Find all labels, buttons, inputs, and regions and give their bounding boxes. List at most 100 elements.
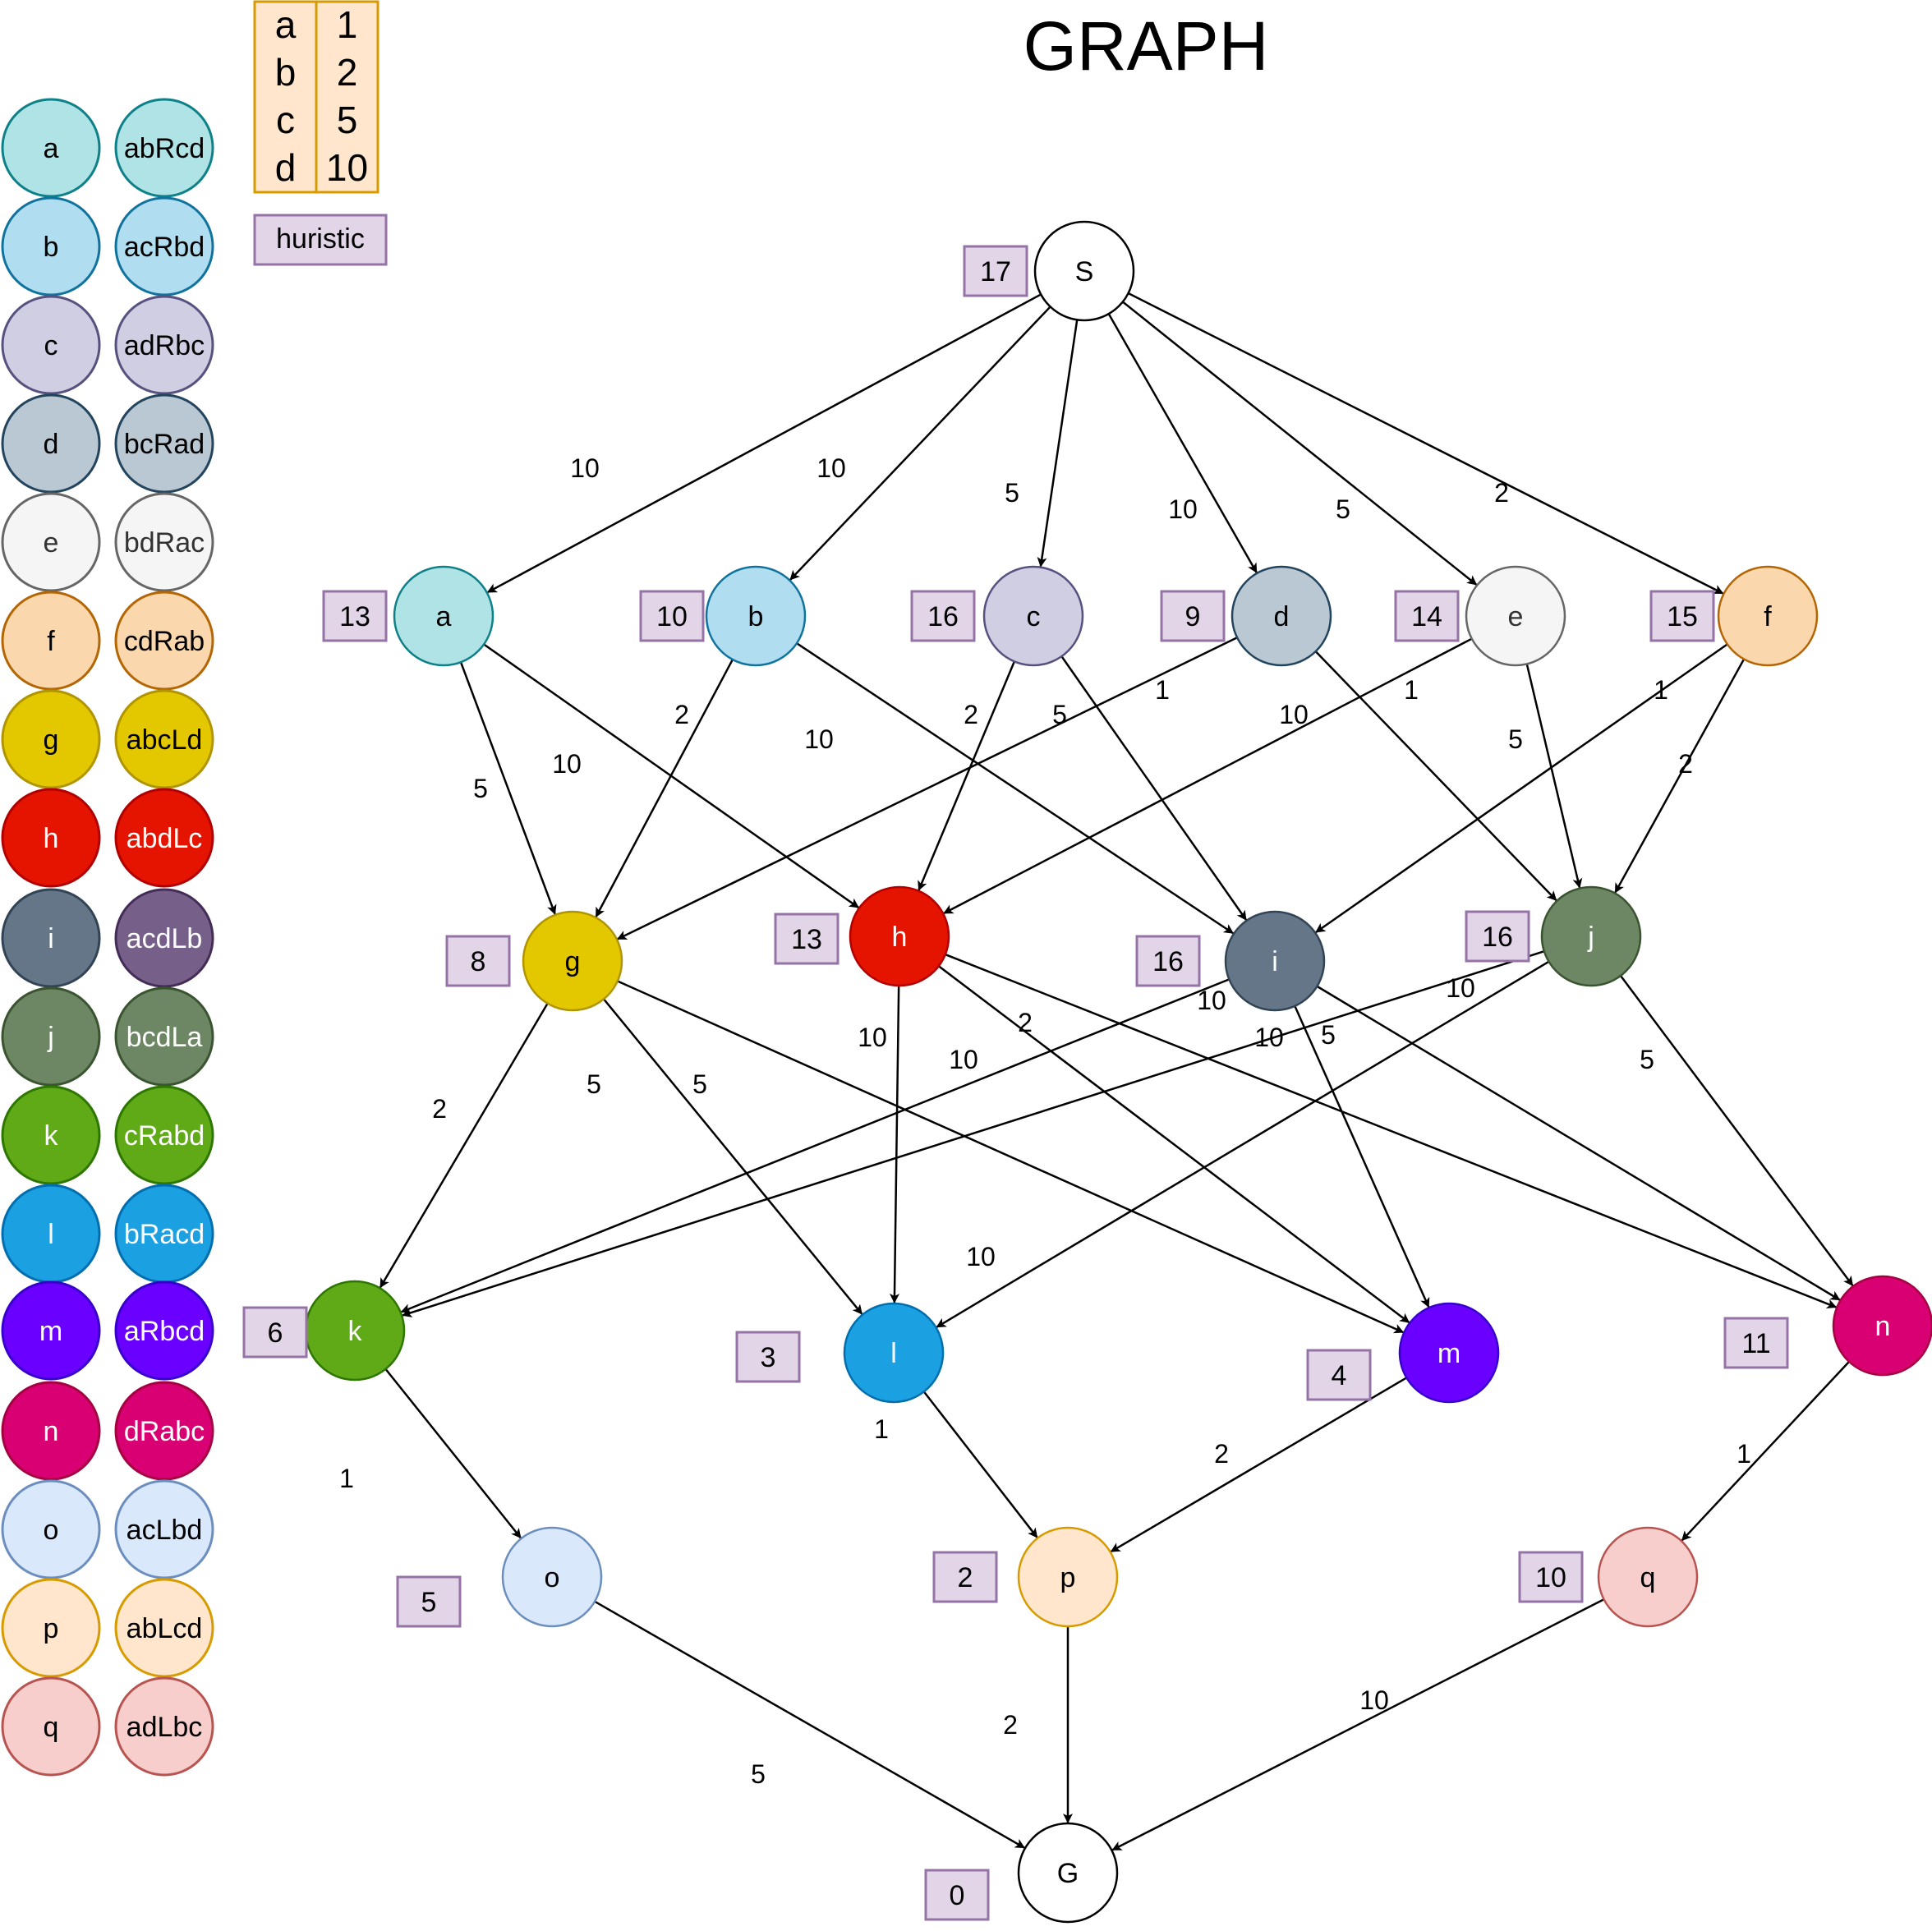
edge-weight-label: 5 [1005, 478, 1019, 508]
node-label: k [348, 1316, 363, 1347]
edge-weight-label: 10 [1359, 1685, 1389, 1715]
heuristic-box-d [1160, 590, 1226, 642]
node-label: h [892, 922, 908, 953]
node-label: m [1438, 1338, 1460, 1369]
legend-state-b [114, 196, 214, 297]
legend-state-label: dRabc [124, 1416, 205, 1447]
legend-node-b [1, 196, 101, 297]
edge-l-p [922, 1391, 1038, 1538]
legend-node-g [1, 689, 101, 789]
heuristic-value: 10 [656, 601, 688, 632]
legend-node-e [1, 492, 101, 592]
edge-k-o [384, 1368, 522, 1539]
legend-state-label: bcRad [124, 429, 205, 460]
edge-d-g [616, 637, 1238, 940]
node-state-legend: a abRcd b acRbd c adRbc d bcRad e bdRac f cdRab g abc… [1, 98, 214, 1777]
legend-node-h [1, 788, 101, 888]
node-q [1597, 1526, 1699, 1628]
edge-weight-label: 10 [858, 1023, 887, 1052]
node-b [705, 565, 807, 667]
legend-node-label: a [44, 133, 59, 164]
node-a [393, 565, 494, 667]
legend-state-q [114, 1676, 214, 1777]
node-label: b [748, 601, 764, 632]
cost-table-item: a [275, 3, 297, 46]
legend-state-c [114, 295, 214, 395]
heuristic-value: 3 [761, 1342, 776, 1373]
edge-weight-label: 10 [1168, 494, 1198, 524]
edge-weight-label: 2 [674, 700, 689, 729]
legend-node-label: b [44, 232, 59, 263]
edge-j-n [1619, 975, 1854, 1286]
heuristic-box-G [924, 1869, 990, 1921]
edge-i-n [1316, 985, 1841, 1301]
legend-node-i [1, 888, 101, 988]
heuristic-value: 16 [1152, 946, 1184, 977]
legend-state-f [114, 591, 214, 691]
legend-node-o [1, 1479, 101, 1579]
cost-table-value: 1 [337, 3, 358, 46]
legend-node-c [1, 295, 101, 395]
heuristic-box-o [396, 1575, 462, 1628]
heuristic-value: 13 [791, 924, 822, 955]
heuristic-value: 16 [927, 601, 959, 632]
cost-table-value: 5 [337, 99, 358, 141]
legend-node-label: p [44, 1613, 59, 1644]
heuristic-legend-label: huristic [276, 223, 365, 255]
legend-state-label: abLcd [126, 1613, 203, 1644]
legend-node-j [1, 986, 101, 1087]
legend-state-e [114, 492, 214, 592]
legend-node-n [1, 1381, 101, 1481]
heuristic-box-S [963, 245, 1028, 297]
edge-weight-label: 1 [1404, 675, 1419, 705]
heuristic-box-q [1518, 1551, 1584, 1603]
heuristic-box-g [445, 935, 511, 987]
node-p [1017, 1526, 1119, 1628]
legend-node-label: q [44, 1712, 59, 1743]
node-label: e [1508, 601, 1524, 632]
node-i [1224, 910, 1326, 1012]
legend-state-label: acLbd [126, 1515, 203, 1546]
edge-weight-label: 10 [804, 724, 834, 754]
edge-f-i [1315, 643, 1728, 934]
cost-table-value: 10 [326, 146, 368, 189]
legend-state-n [114, 1381, 214, 1481]
heuristic-value: 8 [471, 946, 486, 977]
edge-c-h [918, 660, 1016, 891]
edge-e-j [1525, 664, 1583, 889]
cost-table-item: d [275, 146, 297, 189]
heuristic-value: 0 [950, 1880, 965, 1911]
node-label: i [1272, 946, 1278, 977]
legend-node-d [1, 393, 101, 494]
node-S [1033, 220, 1135, 322]
legend-node-label: k [44, 1120, 59, 1152]
legend-node-m [1, 1280, 101, 1381]
node-c [982, 565, 1084, 667]
edge-i-k [400, 978, 1230, 1313]
heuristic-box-c [910, 590, 976, 642]
edge-S-a [486, 293, 1042, 594]
edge-weight-label: 2 [1018, 1008, 1033, 1037]
heuristic-value: 15 [1667, 601, 1698, 632]
legend-state-label: bRacd [124, 1219, 205, 1250]
node-label: G [1057, 1858, 1079, 1889]
heuristic-value: 17 [980, 256, 1011, 287]
legend-state-j [114, 986, 214, 1087]
legend-state-k [114, 1085, 214, 1185]
edge-weight-label: 1 [1155, 675, 1170, 705]
edge-j-k [402, 950, 1545, 1317]
legend-state-label: adLbc [126, 1712, 203, 1743]
node-G [1017, 1822, 1119, 1924]
heuristic-value: 2 [958, 1562, 973, 1593]
edge-b-g [595, 659, 734, 918]
cost-table-item: b [275, 51, 297, 94]
cost-table: a 1b 2c 5d 10 [253, 0, 380, 194]
legend-node-label: g [44, 724, 59, 756]
node-label: f [1764, 601, 1772, 632]
legend-node-label: j [47, 1022, 54, 1053]
legend-node-label: m [39, 1316, 62, 1347]
legend-node-f [1, 591, 101, 691]
legend-node-label: l [48, 1219, 54, 1250]
legend-node-label: e [44, 527, 59, 559]
